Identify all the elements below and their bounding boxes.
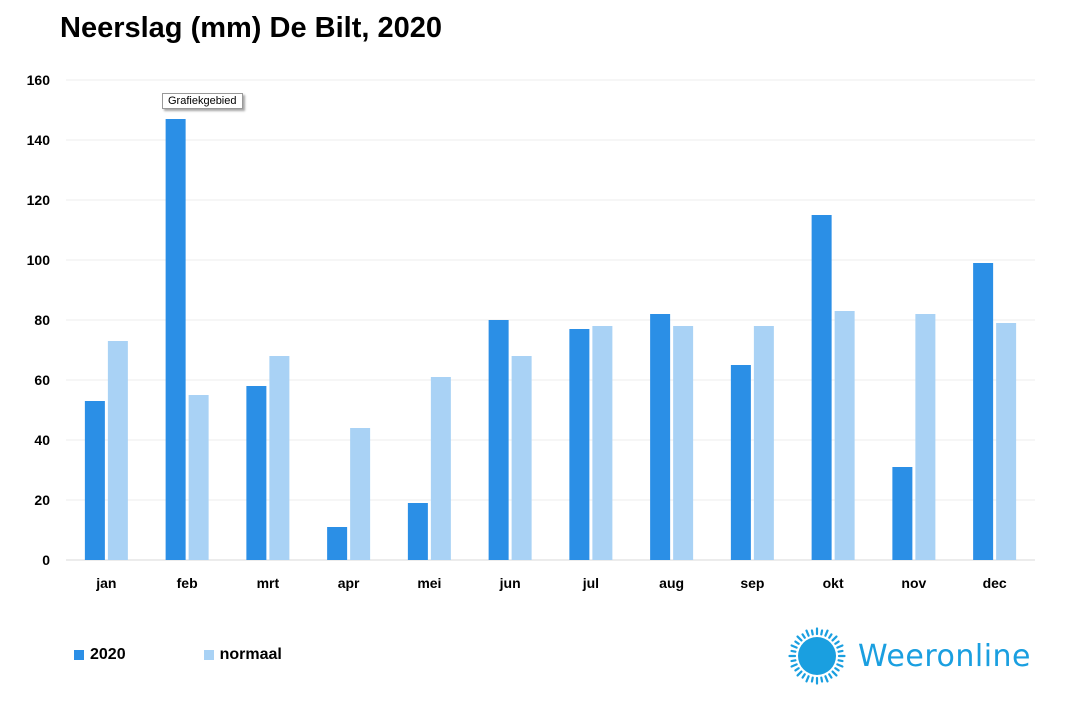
bar-normaal-okt[interactable] [834, 311, 855, 560]
legend: 2020 normaal [74, 646, 282, 664]
sun-icon [788, 627, 846, 685]
bar-2020-feb[interactable] [165, 119, 186, 560]
legend-swatch-2020 [74, 650, 84, 660]
bar-2020-sep[interactable] [730, 365, 751, 560]
y-axis-ticks: 0 20 40 60 80 100 120 140 160 [27, 72, 51, 568]
x-tick-label: jan [95, 575, 116, 591]
bar-normaal-apr[interactable] [350, 428, 371, 560]
x-tick-label: apr [338, 575, 360, 591]
bar-normaal-aug[interactable] [673, 326, 694, 560]
bar-2020-aug[interactable] [650, 314, 671, 560]
bar-2020-dec[interactable] [973, 263, 994, 560]
y-tick-label: 20 [34, 492, 50, 508]
y-tick-label: 100 [27, 252, 51, 268]
legend-item-normaal[interactable]: normaal [203, 646, 282, 664]
bar-2020-mei[interactable] [407, 503, 428, 560]
bar-normaal-jun[interactable] [511, 356, 532, 560]
y-tick-label: 80 [34, 312, 50, 328]
y-tick-label: 40 [34, 432, 50, 448]
bar-2020-jan[interactable] [84, 401, 105, 560]
y-tick-label: 140 [27, 132, 51, 148]
bar-normaal-sep[interactable] [753, 326, 774, 560]
x-tick-label: mrt [257, 575, 280, 591]
bar-2020-mrt[interactable] [246, 386, 267, 560]
x-tick-label: mei [417, 575, 441, 591]
legend-label-2020: 2020 [90, 646, 126, 663]
chart-area-tooltip: Grafiekgebied [162, 93, 243, 109]
y-tick-label: 120 [27, 192, 51, 208]
legend-item-2020[interactable]: 2020 [74, 646, 126, 664]
bar-normaal-jul[interactable] [592, 326, 613, 560]
y-tick-label: 0 [42, 552, 50, 568]
bar-normaal-jan[interactable] [107, 341, 128, 560]
legend-label-normaal: normaal [219, 646, 282, 663]
bar-2020-nov[interactable] [892, 467, 913, 560]
bar-normaal-mrt[interactable] [269, 356, 290, 560]
bar-normaal-mei[interactable] [430, 377, 451, 560]
bar-2020-okt[interactable] [811, 215, 832, 560]
bars [84, 119, 1017, 560]
x-tick-label: okt [823, 575, 844, 591]
legend-swatch-normaal [203, 650, 214, 660]
gridlines [66, 79, 1035, 561]
x-tick-label: dec [983, 575, 1007, 591]
y-tick-label: 60 [34, 372, 50, 388]
bar-2020-jul[interactable] [569, 329, 590, 560]
bar-2020-jun[interactable] [488, 320, 509, 560]
bar-normaal-nov[interactable] [915, 314, 936, 560]
bar-2020-apr[interactable] [327, 527, 348, 560]
logo-text: Weeronline [858, 638, 1032, 674]
x-tick-label: jun [499, 575, 521, 591]
x-tick-label: feb [177, 575, 198, 591]
x-tick-label: aug [659, 575, 684, 591]
x-axis-ticks: jan feb mrt apr mei jun jul aug sep okt nov dec [95, 575, 1007, 591]
x-tick-label: jul [582, 575, 599, 591]
weeronline-logo[interactable]: Weeronline [788, 627, 1031, 685]
x-tick-label: nov [901, 575, 926, 591]
chart-title: Neerslag (mm) De Bilt, 2020 [60, 12, 442, 44]
y-tick-label: 160 [27, 72, 51, 88]
bar-normaal-feb[interactable] [188, 395, 209, 560]
x-tick-label: sep [740, 575, 764, 591]
bar-normaal-dec[interactable] [996, 323, 1017, 560]
